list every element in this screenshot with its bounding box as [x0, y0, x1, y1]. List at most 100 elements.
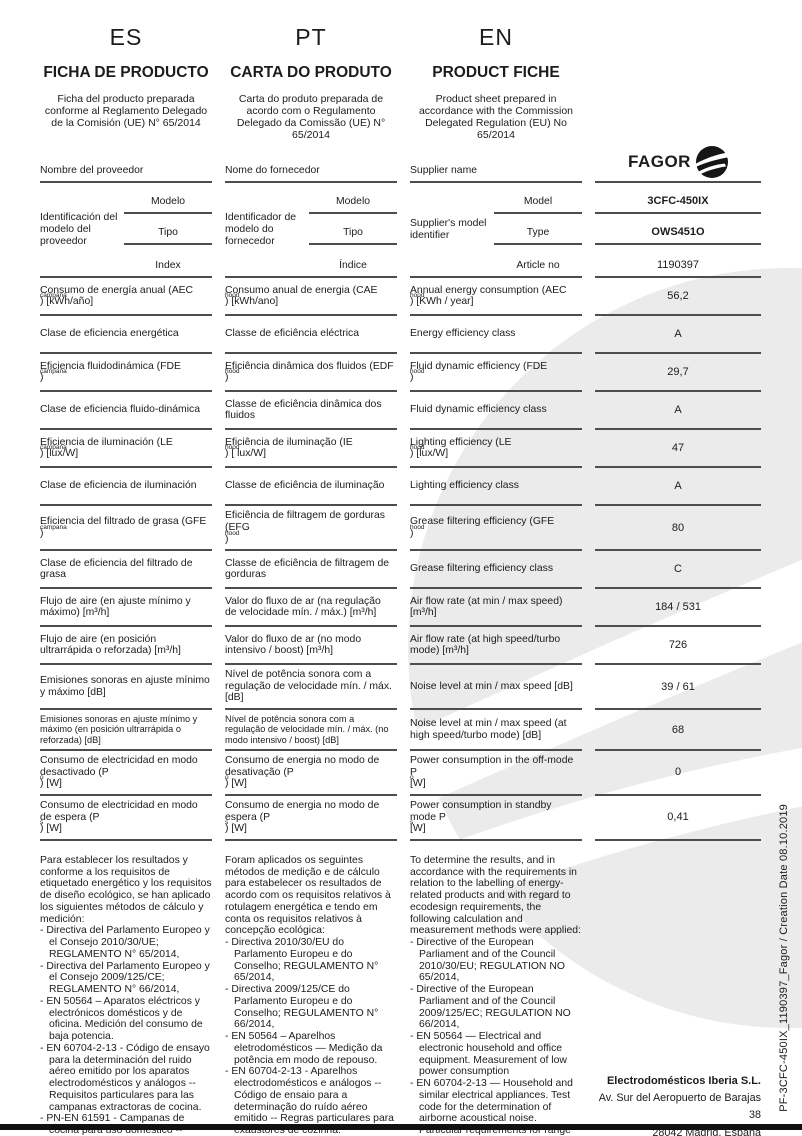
row-label-es: Clase de eficiencia de iluminación — [40, 468, 212, 507]
fagor-watermark-icon — [398, 268, 802, 1033]
subtitle-es: Ficha del producto preparada conforme al… — [44, 93, 208, 130]
row-value: C — [595, 551, 761, 590]
row-label-pt: Eficiência dinâmica dos fluidos (EDF hood… — [225, 354, 397, 393]
methods-section: Para establecer los resultados y conform… — [40, 855, 761, 1136]
row-label-en: Lighting efficiency class — [410, 468, 582, 507]
row-label-en: Noise level at min / max speed (at high … — [410, 710, 582, 751]
model-identifier-section: Identificación del modelo del proveedor … — [40, 183, 761, 279]
fagor-swoosh-icon — [695, 146, 728, 179]
supplier-value: FAGOR — [595, 141, 761, 184]
row-label-pt: Classe de eficiência de iluminação — [225, 468, 397, 507]
company-column: Electrodomésticos Iberia S.L. Av. Sur de… — [595, 855, 761, 1136]
header: ES FICHA DE PRODUCTO Ficha del producto … — [40, 0, 761, 141]
row-value: 68 — [595, 710, 761, 751]
row-value: 29,7 — [595, 354, 761, 393]
model-id-es: Identificación del modelo del proveedor … — [40, 183, 212, 279]
table-row-airflow-turbo: Flujo de aire (en posición ultrarrápida … — [40, 627, 761, 666]
row-label-pt: Classe de eficiência de filtragem de gor… — [225, 551, 397, 590]
row-label-es: Eficiencia fluidodinámica (FDE campana) — [40, 354, 212, 393]
methods-es: Para establecer los resultados y conform… — [40, 855, 212, 1136]
methods-item: - Directiva del Parlamento Europeo y el … — [40, 925, 210, 960]
row-value: 0 — [595, 751, 761, 796]
methods-item: - PN-EN 61591 - Campanas de cocina para … — [40, 1113, 185, 1136]
supplier-name-row: Nombre del proveedor Nome do fornecedor … — [40, 141, 761, 184]
row-label-pt: Eficiência de iluminação (IE hood) [ lux/… — [225, 430, 397, 469]
methods-intro-en: To determine the results, and in accorda… — [410, 854, 581, 937]
row-label-es: Consumo de energía anual (AEC campana) [k… — [40, 278, 212, 317]
row-label-es: Clase de eficiencia del filtrado de gras… — [40, 551, 212, 590]
row-label-es: Clase de eficiencia energética — [40, 316, 212, 355]
methods-item: - Directiva del Parlamento Europeo y el … — [40, 960, 210, 996]
row-label-en: Noise level at min / max speed [dB] — [410, 665, 582, 711]
row-label-es: Emisiones sonoras en ajuste mínimo y máx… — [40, 665, 212, 711]
table-row-fluid-dynamic-efficiency: Eficiencia fluidodinámica (FDE campana) E… — [40, 354, 761, 393]
lang-code-pt: PT — [295, 24, 327, 50]
subtitle-en: Product sheet prepared in accordance wit… — [418, 93, 574, 142]
row-label-pt: Consumo anual de energia (CAE hood) [kWh/… — [225, 278, 397, 317]
table-row-noise-minmax: Emisiones sonoras en ajuste mínimo y máx… — [40, 665, 761, 711]
model-value: 3CFC-450IX — [595, 183, 761, 215]
methods-pt: Foram aplicados os seguintes métodos de … — [225, 855, 397, 1136]
row-label-es: Clase de eficiencia fluido-dinámica — [40, 392, 212, 431]
sublabel-modelo: Modelo — [124, 183, 212, 215]
header-col-pt: PT CARTA DO PRODUTO Carta do produto pre… — [225, 24, 397, 141]
sublabel-articleno-en: Article no — [516, 260, 560, 272]
row-label-es: Flujo de aire (en posición ultrarrápida … — [40, 627, 212, 666]
methods-item: - EN 50564 – Aparelhos eletrodomésticos … — [225, 1031, 383, 1066]
table-row-airflow-minmax: Flujo de aire (en ajuste mínimo y máximo… — [40, 589, 761, 628]
row-value: 47 — [595, 430, 761, 469]
lang-code-en: EN — [479, 24, 513, 50]
row-value: A — [595, 392, 761, 431]
document-reference: PF-3CFC-450IX_1190397_Fagor / Creation D… — [778, 804, 790, 1112]
methods-item: - EN 60704-2-13 - Código de ensayo para … — [40, 1042, 210, 1113]
methods-intro-pt: Foram aplicados os seguintes métodos de … — [225, 854, 391, 937]
lang-code-es: ES — [109, 24, 143, 50]
row-label-es: Emisiones sonoras en ajuste mínimo y máx… — [40, 710, 212, 751]
sublabel-tipo-pt: Tipo — [309, 214, 397, 246]
row-label-en: Annual energy consumption (AEC hood) [KWh… — [410, 278, 582, 317]
table-row-annual-energy: Consumo de energía anual (AEC campana) [k… — [40, 278, 761, 317]
fagor-logo: FAGOR — [628, 146, 728, 179]
table-row-grease-filtering-class: Clase de eficiencia del filtrado de gras… — [40, 551, 761, 590]
row-value: 184 / 531 — [595, 589, 761, 628]
title-en: PRODUCT FICHE — [432, 64, 560, 81]
table-row-noise-turbo: Emisiones sonoras en ajuste mínimo y máx… — [40, 710, 761, 751]
table-row-fluid-dynamic-class: Clase de eficiencia fluido-dinámica Clas… — [40, 392, 761, 431]
row-label-pt: Nível de potência sonora com a regulação… — [225, 665, 397, 711]
title-pt: CARTA DO PRODUTO — [230, 64, 392, 81]
methods-item: - EN 50564 – Aparatos eléctricos y elect… — [40, 995, 203, 1043]
row-label-en: Energy efficiency class — [410, 316, 582, 355]
row-label-pt: Classe de eficiência eléctrica — [225, 316, 397, 355]
row-label-es: Eficiencia del filtrado de grasa (GFE cam… — [40, 506, 212, 552]
sublabel-model-en: Model — [494, 183, 582, 215]
row-label-en: Air flow rate (at high speed/turbo mode)… — [410, 627, 582, 666]
supplier-label-pt: Nome do fornecedor — [225, 141, 397, 184]
model-id-label-es: Identificación del modelo del proveedor — [40, 212, 118, 247]
row-label-en: Grease filtering efficiency class — [410, 551, 582, 590]
table-row-lighting-class: Clase de eficiencia de iluminación Class… — [40, 468, 761, 507]
table-row-lighting-efficiency: Eficiencia de iluminación (LE campana) [l… — [40, 430, 761, 469]
methods-item: - Directive of the European Parliament a… — [410, 984, 571, 1031]
row-label-en: Fluid dynamic efficiency (FDE hood) — [410, 354, 582, 393]
supplier-label-en: Supplier name — [410, 141, 582, 184]
row-label-en: Grease filtering efficiency (GFE hood) — [410, 506, 582, 552]
row-label-es: Flujo de aire (en ajuste mínimo y máximo… — [40, 589, 212, 628]
sublabel-index: Index — [155, 260, 181, 272]
methods-item: - EN 50564 — Electrical and electronic h… — [410, 1031, 567, 1078]
company-block: Electrodomésticos Iberia S.L. Av. Sur de… — [595, 1073, 761, 1136]
fagor-logo-text: FAGOR — [628, 152, 691, 172]
model-sublabels-en: Model Type Article no — [494, 183, 582, 276]
row-label-es: Consumo de electricidad en modo de esper… — [40, 796, 212, 841]
subtitle-pt: Carta do produto preparada de acordo com… — [236, 93, 386, 142]
row-label-pt: Eficiência de filtragem de gorduras (EFG… — [225, 506, 397, 552]
table-row-power-standby: Consumo de electricidad en modo de esper… — [40, 796, 761, 841]
row-label-en: Air flow rate (at min / max speed) [m³/h… — [410, 589, 582, 628]
header-col-brand — [595, 24, 761, 141]
row-label-en: Fluid dynamic efficiency class — [410, 392, 582, 431]
row-label-es: Consumo de electricidad en modo desactiv… — [40, 751, 212, 796]
methods-item: - Directiva 2009/125/CE do Parlamento Eu… — [225, 984, 379, 1031]
row-label-en: Lighting efficiency (LE hood) [lux/W] — [410, 430, 582, 469]
sublabel-modelo-pt: Modelo — [309, 183, 397, 215]
model-id-label-pt: Identificador de modelo do fornecedor — [225, 212, 297, 247]
